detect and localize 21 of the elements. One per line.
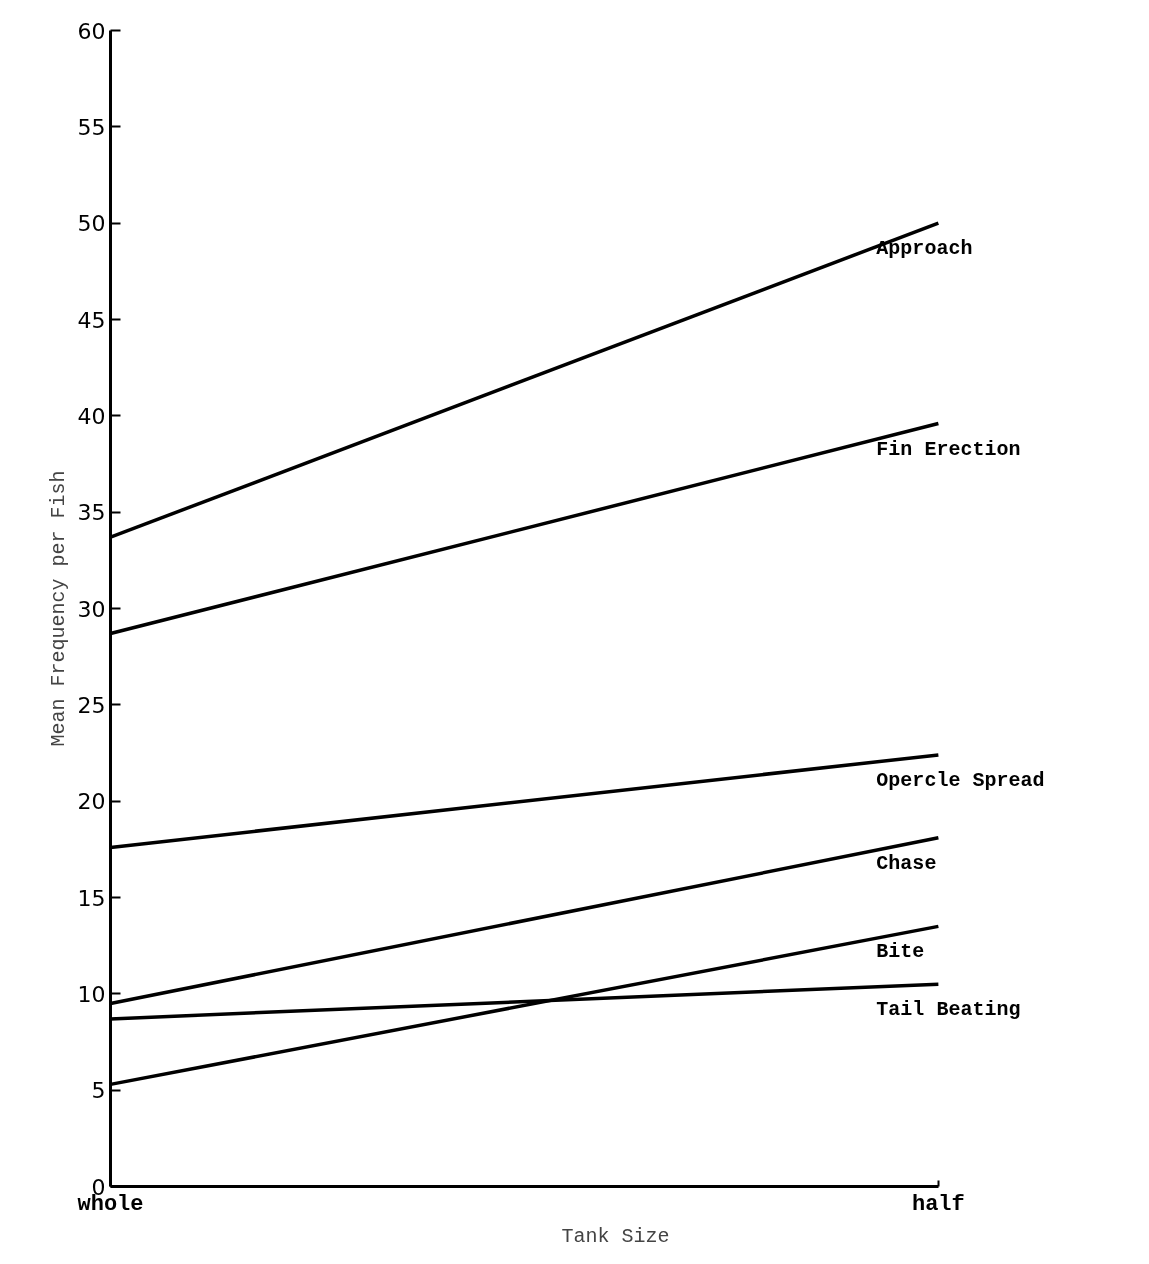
- y-tick-label: 40: [77, 403, 106, 429]
- series-label: Opercle Spread: [876, 768, 1045, 792]
- y-tick-label: 45: [77, 307, 106, 333]
- y-tick-label: 5: [91, 1078, 106, 1104]
- series-label: Approach: [876, 237, 973, 261]
- series-label: Fin Erection: [876, 437, 1021, 461]
- series-label: Chase: [876, 851, 937, 875]
- y-tick-label: 15: [77, 885, 106, 911]
- x-axis-title: Tank Size: [561, 1224, 670, 1248]
- y-tick-label: 35: [77, 500, 106, 526]
- series-label: Tail Beating: [876, 998, 1021, 1022]
- y-tick-label: 50: [77, 211, 106, 237]
- y-tick-label: 30: [77, 596, 106, 622]
- x-tick-label: half: [911, 1191, 965, 1217]
- y-tick-label: 55: [77, 114, 106, 140]
- y-tick-label: 25: [77, 692, 106, 718]
- series-label: Bite: [876, 940, 925, 964]
- y-axis-title: Mean Frequency per Fish: [46, 470, 70, 747]
- y-tick-label: 60: [77, 18, 106, 44]
- y-tick-label: 10: [77, 981, 106, 1007]
- y-tick-label: 20: [77, 789, 106, 815]
